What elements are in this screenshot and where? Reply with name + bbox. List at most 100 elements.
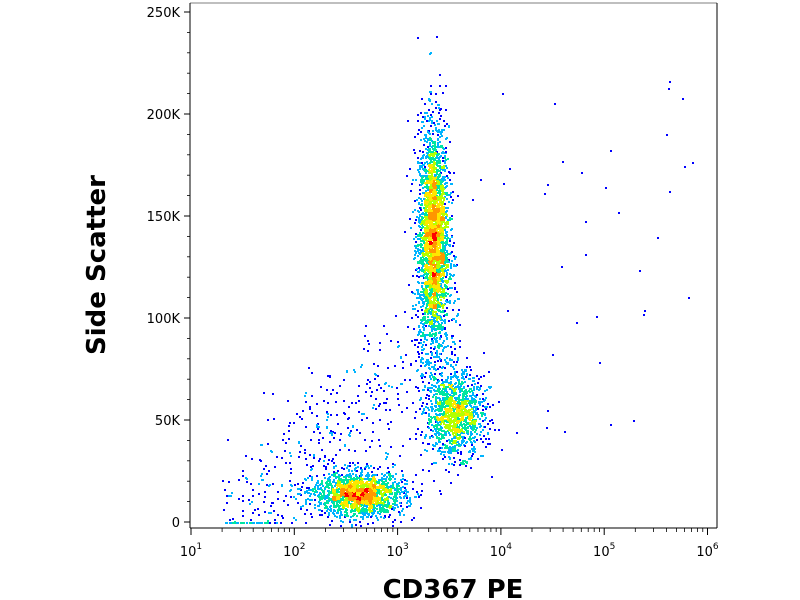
- data-point: [428, 175, 430, 177]
- data-point: [474, 403, 476, 405]
- data-point: [433, 149, 435, 151]
- data-point: [435, 254, 437, 256]
- data-point: [422, 176, 424, 178]
- data-point: [453, 457, 455, 459]
- data-point: [470, 400, 472, 402]
- data-point: [417, 310, 419, 312]
- data-point: [432, 255, 434, 257]
- data-point: [343, 476, 345, 478]
- data-point: [435, 283, 437, 285]
- data-point: [444, 237, 446, 239]
- data-point: [428, 206, 430, 208]
- data-point: [350, 516, 352, 518]
- data-point: [461, 405, 463, 407]
- data-point: [420, 184, 422, 186]
- data-point: [444, 327, 446, 329]
- data-point: [410, 503, 412, 505]
- data-point: [438, 347, 440, 349]
- data-point: [445, 192, 447, 194]
- data-point: [457, 376, 459, 378]
- data-point: [431, 384, 433, 386]
- data-point: [445, 85, 447, 87]
- data-point: [449, 397, 451, 399]
- data-point: [446, 400, 448, 402]
- data-point: [420, 342, 422, 344]
- data-point: [451, 429, 453, 431]
- data-point: [439, 401, 441, 403]
- data-point: [440, 438, 442, 440]
- data-point: [488, 438, 490, 440]
- data-point: [469, 374, 471, 376]
- data-point: [432, 253, 434, 255]
- data-point: [425, 227, 427, 229]
- data-point: [420, 229, 422, 231]
- data-point: [428, 304, 430, 306]
- data-point: [421, 127, 423, 129]
- data-point: [301, 486, 303, 488]
- data-point: [435, 276, 437, 278]
- data-point: [437, 321, 439, 323]
- data-point: [427, 285, 429, 287]
- data-point: [422, 247, 424, 249]
- data-point: [421, 166, 423, 168]
- data-point: [428, 398, 430, 400]
- data-point: [435, 304, 437, 306]
- data-point: [434, 152, 436, 154]
- data-point: [432, 191, 434, 193]
- data-point: [437, 187, 439, 189]
- data-point: [458, 398, 460, 400]
- data-point: [415, 247, 417, 249]
- data-point: [425, 218, 427, 220]
- data-point: [460, 451, 462, 453]
- data-point: [442, 245, 444, 247]
- data-point: [434, 271, 436, 273]
- data-point: [348, 469, 350, 471]
- data-point: [393, 496, 395, 498]
- data-point: [444, 183, 446, 185]
- data-point: [445, 405, 447, 407]
- data-point: [430, 274, 432, 276]
- data-point: [446, 214, 448, 216]
- data-point: [424, 140, 426, 142]
- data-point: [437, 450, 439, 452]
- data-point: [460, 430, 462, 432]
- data-point: [438, 441, 440, 443]
- data-point: [459, 386, 461, 388]
- data-point: [440, 453, 442, 455]
- data-point: [461, 424, 463, 426]
- data-point: [448, 201, 450, 203]
- data-point: [441, 280, 443, 282]
- data-point: [431, 210, 433, 212]
- data-point: [454, 390, 456, 392]
- data-point: [439, 306, 441, 308]
- data-point: [431, 403, 433, 405]
- data-point: [415, 314, 417, 316]
- data-point: [427, 308, 429, 310]
- data-point: [447, 424, 449, 426]
- data-point: [426, 363, 428, 365]
- data-point: [434, 239, 436, 241]
- data-point: [422, 265, 424, 267]
- data-point: [424, 186, 426, 188]
- data-point: [416, 216, 418, 218]
- data-point: [431, 296, 433, 298]
- data-point: [453, 401, 455, 403]
- data-point: [447, 264, 449, 266]
- data-point: [474, 383, 476, 385]
- data-point: [450, 385, 452, 387]
- data-point: [440, 180, 442, 182]
- data-point: [472, 380, 474, 382]
- data-point: [439, 318, 441, 320]
- data-point: [440, 195, 442, 197]
- data-point: [426, 361, 428, 363]
- data-point: [438, 397, 440, 399]
- data-point: [474, 411, 476, 413]
- data-point: [429, 387, 431, 389]
- data-point: [428, 208, 430, 210]
- data-point: [473, 420, 475, 422]
- data-point: [448, 382, 450, 384]
- data-point: [430, 114, 432, 116]
- data-point: [424, 204, 426, 206]
- data-point: [485, 417, 487, 419]
- data-point: [421, 213, 423, 215]
